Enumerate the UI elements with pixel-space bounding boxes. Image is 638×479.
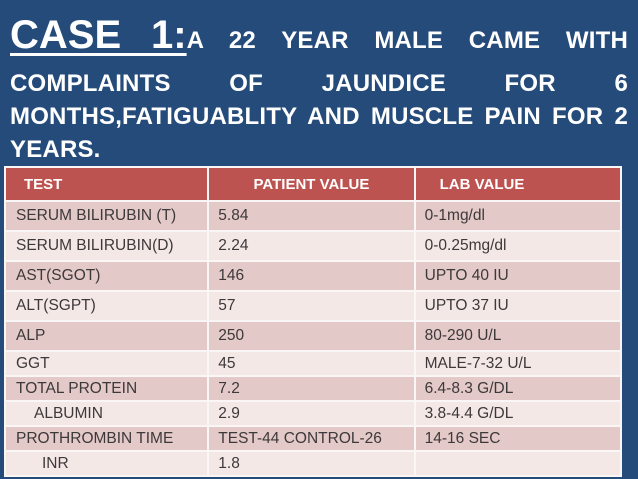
cell-test-name: SERUM BILIRUBIN (T): [3, 200, 210, 232]
cell-lab-value: MALE-7-32 U/L: [413, 350, 623, 377]
cell-test-name: SERUM BILIRUBIN(D): [3, 230, 210, 262]
header-cell-lab-value: LAB VALUE: [413, 166, 623, 202]
cell-patient-value: 250: [207, 320, 416, 352]
cell-patient-value: 1.8: [207, 450, 416, 477]
cell-lab-value: 0-1mg/dl: [413, 200, 623, 232]
cell-lab-value: [413, 450, 623, 477]
header-cell-patient-value: PATIENT VALUE: [207, 166, 416, 202]
cell-test-name: AST(SGOT): [3, 260, 210, 292]
table-row: ALP 250 80-290 U/L: [3, 320, 623, 352]
table-row: GGT 45 MALE-7-32 U/L: [3, 350, 623, 377]
cell-test-name: ALBUMIN: [3, 400, 210, 427]
title-line-1-rest: A 22 YEAR MALE CAME WITH: [186, 27, 628, 54]
table-row: SERUM BILIRUBIN(D) 2.24 0-0.25mg/dl: [3, 230, 623, 262]
case-heading: CASE 1:: [10, 13, 187, 57]
title-line-1: CASE 1:A 22 YEAR MALE CAME WITH: [10, 12, 628, 67]
cell-lab-value: 80-290 U/L: [413, 320, 623, 352]
cell-patient-value: 146: [207, 260, 416, 292]
cell-lab-value: 14-16 SEC: [413, 425, 623, 452]
cell-patient-value: 2.9: [207, 400, 416, 427]
cell-patient-value: 5.84: [207, 200, 416, 232]
title-line-3: MONTHS,FATIGUABLITY AND MUSCLE PAIN FOR …: [10, 103, 628, 130]
cell-patient-value: 7.2: [207, 375, 416, 402]
cell-patient-value: TEST-44 CONTROL-26: [207, 425, 416, 452]
cell-patient-value: 2.24: [207, 230, 416, 262]
cell-lab-value: 0-0.25mg/dl: [413, 230, 623, 262]
cell-test-name: GGT: [3, 350, 210, 377]
cell-patient-value: 57: [207, 290, 416, 322]
table-body: SERUM BILIRUBIN (T) 5.84 0-1mg/dl SERUM …: [3, 200, 623, 477]
table-row: INR 1.8: [3, 450, 623, 477]
header-cell-test: TEST: [3, 166, 210, 202]
cell-test-name: ALP: [3, 320, 210, 352]
title-line-4: YEARS.: [10, 136, 101, 163]
cell-test-name: INR: [3, 450, 210, 477]
table-row: AST(SGOT) 146 UPTO 40 IU: [3, 260, 623, 292]
cell-test-name: PROTHROMBIN TIME: [3, 425, 210, 452]
cell-lab-value: 3.8-4.4 G/DL: [413, 400, 623, 427]
cell-patient-value: 45: [207, 350, 416, 377]
lab-results-table: TEST PATIENT VALUE LAB VALUE SERUM BILIR…: [3, 166, 623, 477]
slide-title: CASE 1:A 22 YEAR MALE CAME WITH COMPLAIN…: [10, 12, 628, 166]
cell-test-name: TOTAL PROTEIN: [3, 375, 210, 402]
table-row: TOTAL PROTEIN 7.2 6.4-8.3 G/DL: [3, 375, 623, 402]
table-row: PROTHROMBIN TIME TEST-44 CONTROL-26 14-1…: [3, 425, 623, 452]
table-row: ALBUMIN 2.9 3.8-4.4 G/DL: [3, 400, 623, 427]
cell-lab-value: 6.4-8.3 G/DL: [413, 375, 623, 402]
table-row: SERUM BILIRUBIN (T) 5.84 0-1mg/dl: [3, 200, 623, 232]
table-row: ALT(SGPT) 57 UPTO 37 IU: [3, 290, 623, 322]
cell-lab-value: UPTO 37 IU: [413, 290, 623, 322]
table-header-row: TEST PATIENT VALUE LAB VALUE: [3, 166, 623, 202]
cell-test-name: ALT(SGPT): [3, 290, 210, 322]
cell-lab-value: UPTO 40 IU: [413, 260, 623, 292]
title-line-2: COMPLAINTS OF JAUNDICE FOR 6: [10, 70, 628, 97]
